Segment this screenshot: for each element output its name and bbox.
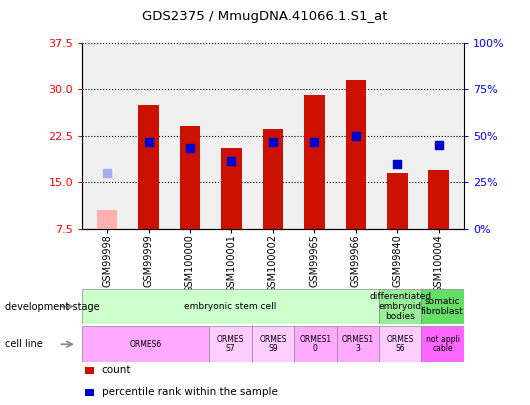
Text: not appli
cable: not appli cable: [426, 335, 460, 353]
Text: cell line: cell line: [5, 339, 43, 349]
Point: [103, 170, 111, 176]
Bar: [421, 289, 464, 324]
Bar: [138, 104, 159, 229]
Text: ORMES
S7: ORMES S7: [217, 335, 244, 353]
Bar: [252, 326, 294, 362]
Text: percentile rank within the sample: percentile rank within the sample: [102, 388, 278, 397]
Text: embryonic stem cell: embryonic stem cell: [184, 302, 277, 311]
Point: [435, 142, 443, 148]
Text: ORMES1
3: ORMES1 3: [342, 335, 374, 353]
Bar: [346, 80, 366, 229]
Text: count: count: [102, 365, 131, 375]
Bar: [262, 130, 284, 229]
Text: GDS2375 / MmugDNA.41066.1.S1_at: GDS2375 / MmugDNA.41066.1.S1_at: [142, 10, 388, 23]
Text: differentiated
embryoid
bodies: differentiated embryoid bodies: [369, 292, 431, 321]
Bar: [221, 148, 242, 229]
Bar: [209, 326, 252, 362]
Bar: [294, 326, 337, 362]
Point: [310, 139, 319, 145]
Bar: [379, 289, 421, 324]
Text: ORMES
S6: ORMES S6: [386, 335, 414, 353]
Point: [352, 132, 360, 139]
Bar: [337, 326, 379, 362]
Bar: [96, 210, 118, 229]
Point: [186, 145, 194, 151]
Bar: [82, 326, 209, 362]
Bar: [421, 326, 464, 362]
Bar: [387, 173, 408, 229]
Point: [269, 139, 277, 145]
Bar: [379, 326, 421, 362]
Text: development stage: development stage: [5, 302, 100, 311]
Point: [227, 157, 236, 164]
Text: ORMES
S9: ORMES S9: [259, 335, 287, 353]
Bar: [82, 289, 379, 324]
Text: somatic
fibroblast: somatic fibroblast: [421, 297, 464, 316]
Bar: [428, 170, 449, 229]
Text: ORMES1
0: ORMES1 0: [299, 335, 331, 353]
Bar: [180, 126, 200, 229]
Bar: [304, 95, 325, 229]
Text: ORMES6: ORMES6: [130, 340, 162, 349]
Point: [144, 139, 153, 145]
Point: [393, 160, 402, 167]
